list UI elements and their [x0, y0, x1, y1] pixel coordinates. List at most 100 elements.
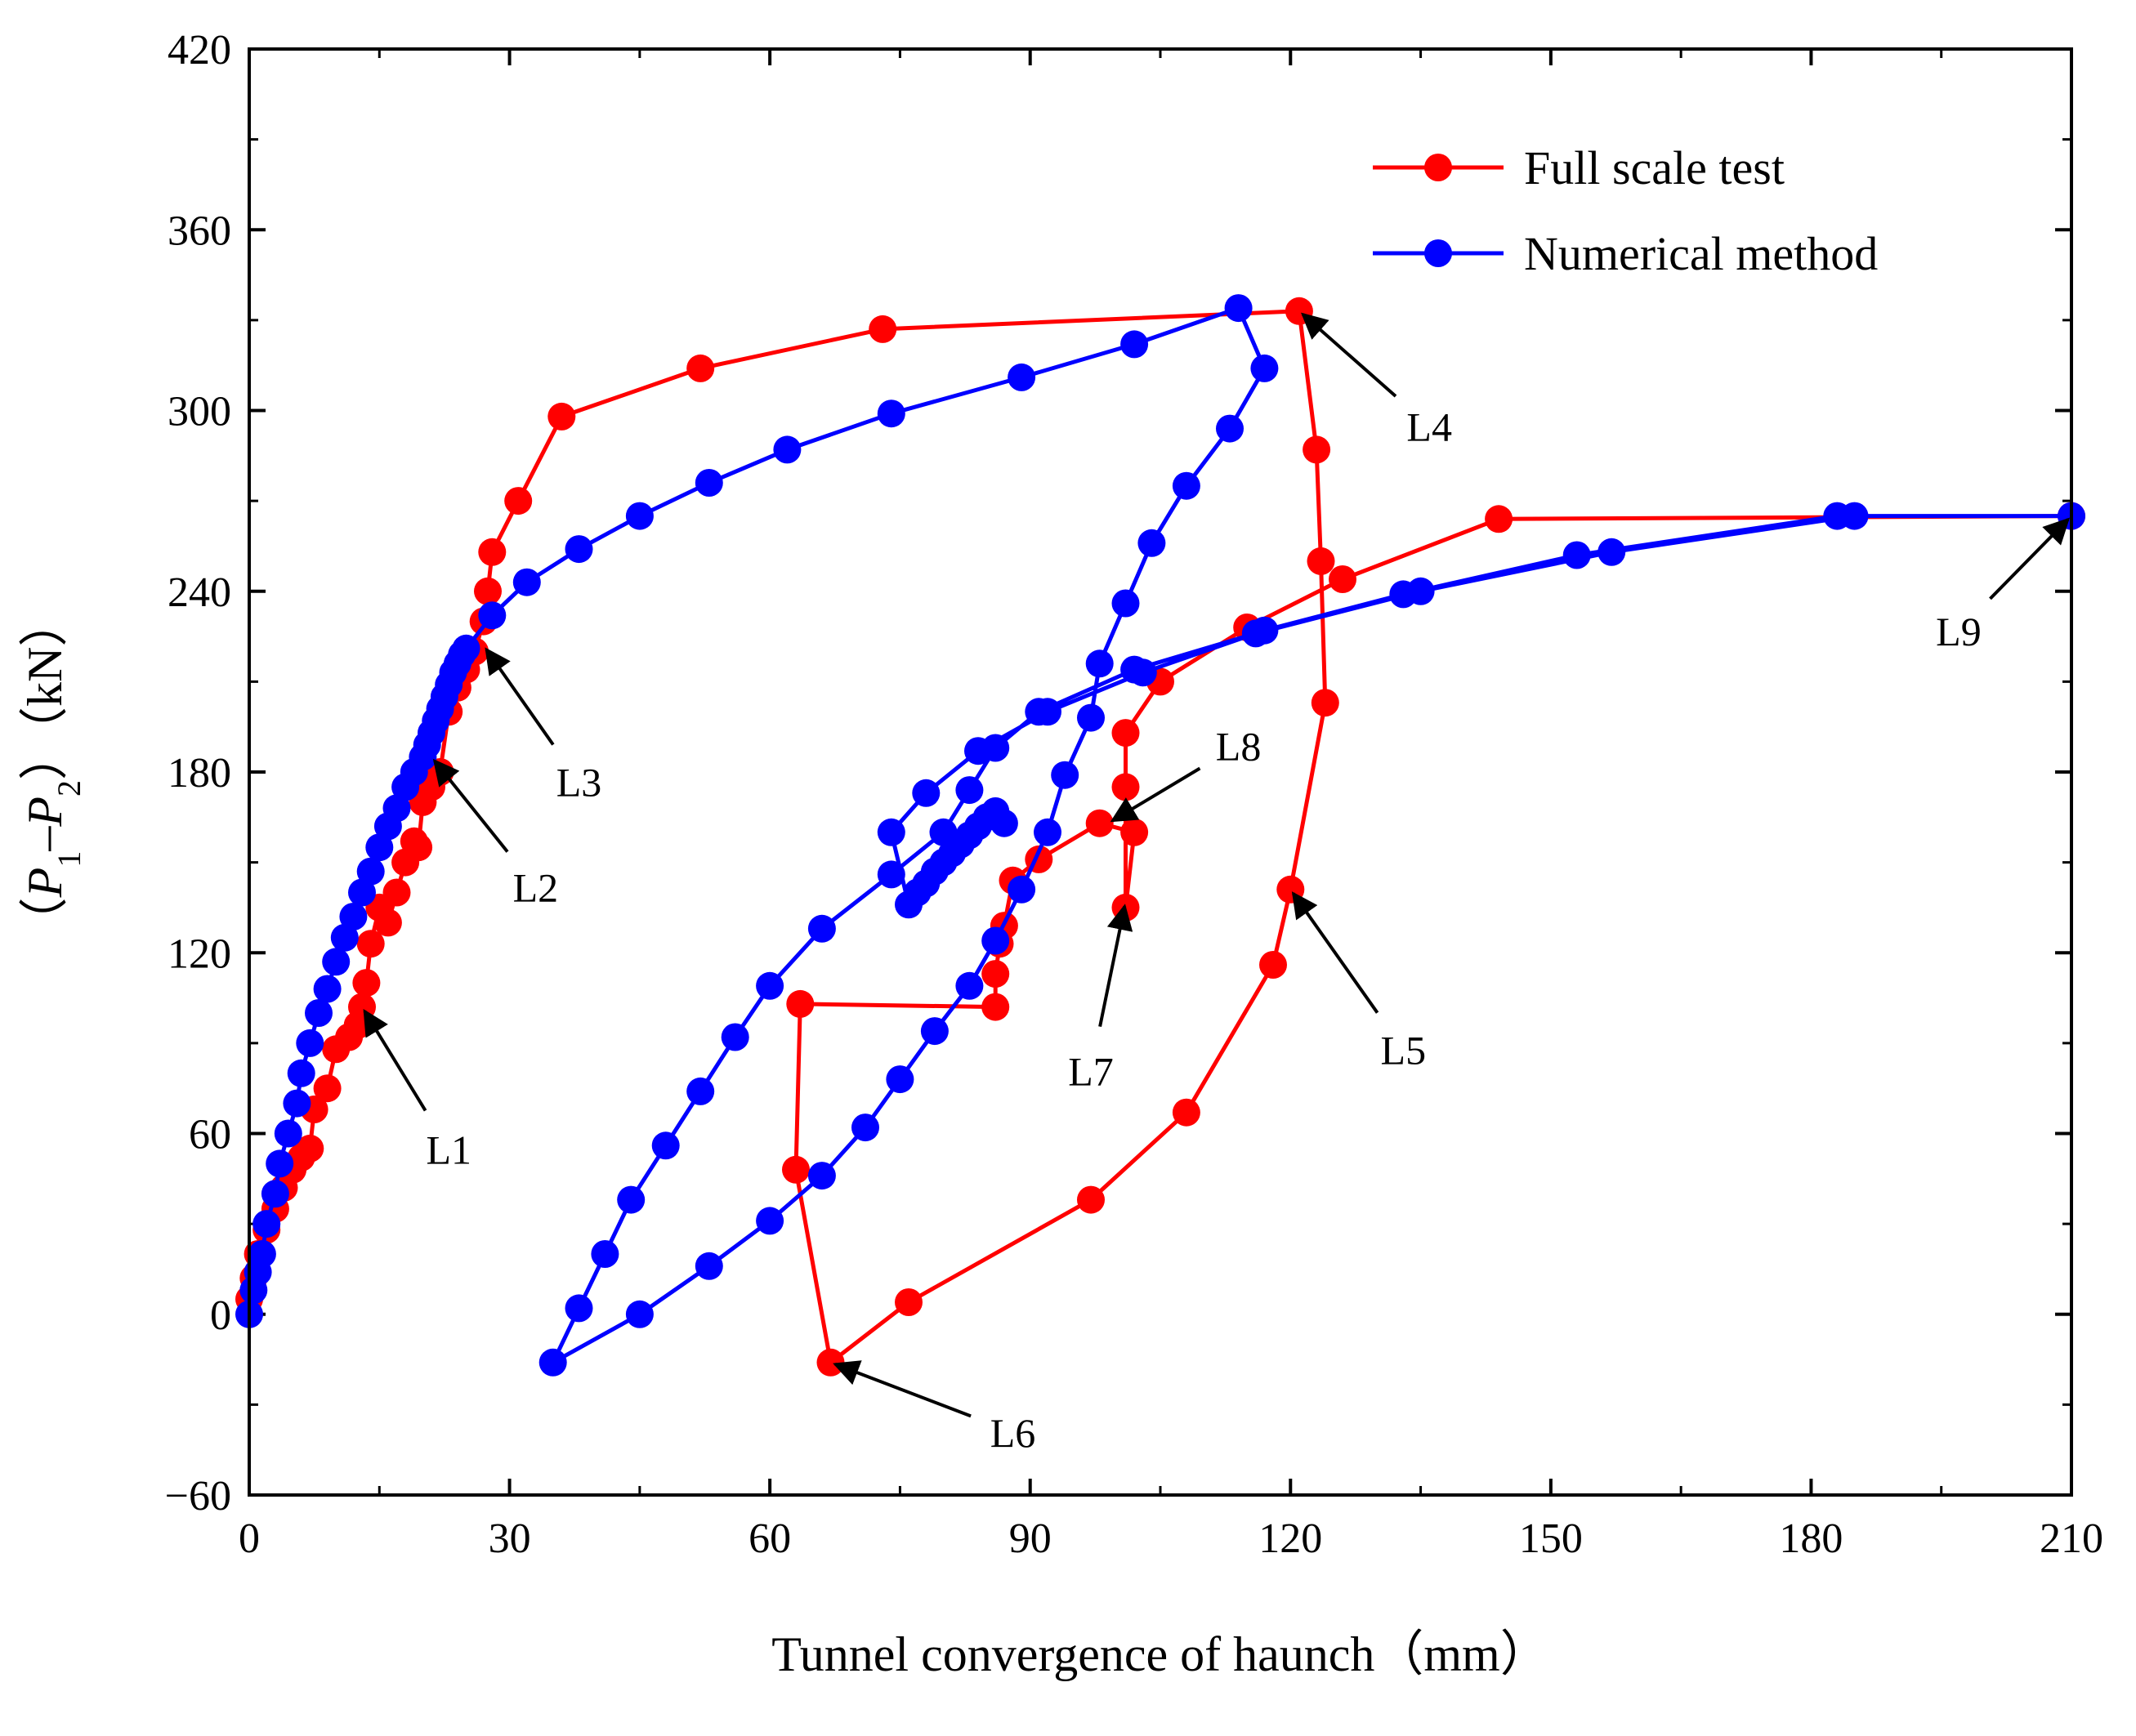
legend-marker-full-scale [1424, 154, 1452, 181]
data-point [1077, 1185, 1105, 1214]
data-point [920, 1017, 949, 1046]
data-point [252, 1210, 281, 1238]
data-point [1034, 698, 1061, 726]
data-point [895, 1288, 923, 1316]
data-point [348, 993, 376, 1021]
data-point [1085, 649, 1114, 678]
data-point [981, 993, 1010, 1021]
data-point [474, 577, 502, 605]
x-tick-label: 120 [1258, 1515, 1322, 1562]
annotation-arrow [1291, 891, 1379, 1014]
x-tick-label: 210 [2040, 1515, 2103, 1562]
data-point [404, 833, 433, 862]
y-tick-label: −60 [165, 1473, 231, 1520]
data-point [955, 971, 984, 1000]
x-axis-title: Tunnel convergence of haunch（mm） [771, 1627, 1548, 1681]
y-axis-title: （P1–P2）（kN） [18, 598, 87, 947]
data-point [695, 1252, 723, 1280]
data-point [274, 1119, 302, 1148]
data-point [352, 969, 381, 997]
y-axis-title-p1: P [18, 868, 72, 899]
x-tick-label: 150 [1519, 1515, 1583, 1562]
series-0 [235, 297, 2085, 1377]
data-point [1077, 703, 1105, 732]
data-point [330, 923, 359, 952]
annotation-label: L1 [426, 1127, 471, 1172]
legend-label-full-scale: Full scale test [1524, 141, 1785, 194]
data-point [296, 1134, 324, 1163]
data-point [1329, 565, 1356, 593]
data-point [296, 1029, 324, 1057]
data-point [877, 399, 905, 428]
data-point [955, 776, 984, 805]
data-point [617, 1185, 646, 1214]
data-point [1034, 818, 1061, 846]
y-axis-title-minus: – [18, 826, 72, 852]
data-point [990, 809, 1018, 837]
series-line [247, 309, 2072, 1365]
data-point [565, 535, 593, 564]
data-point [1562, 541, 1591, 569]
data-point [538, 1348, 567, 1377]
data-point [756, 1207, 784, 1235]
y-tick-label: 60 [189, 1112, 231, 1158]
data-point [504, 487, 533, 515]
data-point [365, 833, 394, 862]
data-point [1303, 435, 1331, 464]
data-point [382, 794, 411, 823]
data-point [1250, 354, 1279, 382]
data-point [339, 903, 368, 930]
data-point [651, 1131, 680, 1160]
legend-marker-numerical [1424, 239, 1452, 267]
y-axis-title-sub2: 2 [51, 780, 87, 797]
data-point [382, 878, 411, 907]
data-point [686, 1077, 715, 1105]
data-point [547, 402, 576, 431]
x-tick-label: 0 [239, 1515, 260, 1562]
data-point [1111, 589, 1140, 618]
data-point [1598, 538, 1626, 566]
data-point [886, 1065, 914, 1094]
annotations: L1 L2 L3 L4 L5 L6 L7 L8 L9 [363, 312, 2071, 1456]
data-point [964, 737, 992, 765]
annotation-arrow [1110, 766, 1201, 823]
annotation-arrow [1301, 312, 1397, 398]
series-1 [235, 294, 2085, 1377]
y-axis-title-p2: P [18, 797, 72, 828]
data-point [877, 860, 905, 889]
data-point [721, 1023, 749, 1051]
data-point [807, 1162, 836, 1190]
data-point [322, 948, 351, 976]
annotation-label: L7 [1068, 1049, 1114, 1095]
annotation-label: L3 [556, 760, 602, 806]
annotation-label: L8 [1216, 723, 1262, 769]
data-point [981, 960, 1010, 988]
data-point [1311, 689, 1339, 717]
data-point [287, 1059, 315, 1087]
data-point [512, 568, 541, 596]
data-point [816, 1348, 845, 1377]
data-point [1172, 471, 1200, 500]
x-tick-label: 90 [1009, 1515, 1052, 1562]
annotation-label: L9 [1936, 609, 1982, 654]
data-point [305, 999, 333, 1027]
data-point [1216, 414, 1244, 443]
data-point [877, 818, 905, 846]
plot-frame [248, 47, 2073, 1497]
data-point [373, 908, 402, 937]
annotation-label: L4 [1406, 404, 1452, 449]
data-point [1120, 818, 1149, 846]
y-tick-label: 300 [168, 389, 231, 435]
data-point [625, 502, 654, 530]
y-tick-label: 420 [168, 27, 231, 74]
data-point [1276, 875, 1305, 904]
y-axis-title-unit: ）（kN） [18, 598, 72, 780]
x-tick-label: 180 [1779, 1515, 1843, 1562]
data-point [348, 878, 376, 907]
annotation-arrow [363, 1008, 427, 1112]
data-point [266, 1149, 294, 1178]
data-point [1485, 505, 1513, 533]
data-point [313, 1074, 342, 1103]
data-point [1823, 502, 1852, 530]
